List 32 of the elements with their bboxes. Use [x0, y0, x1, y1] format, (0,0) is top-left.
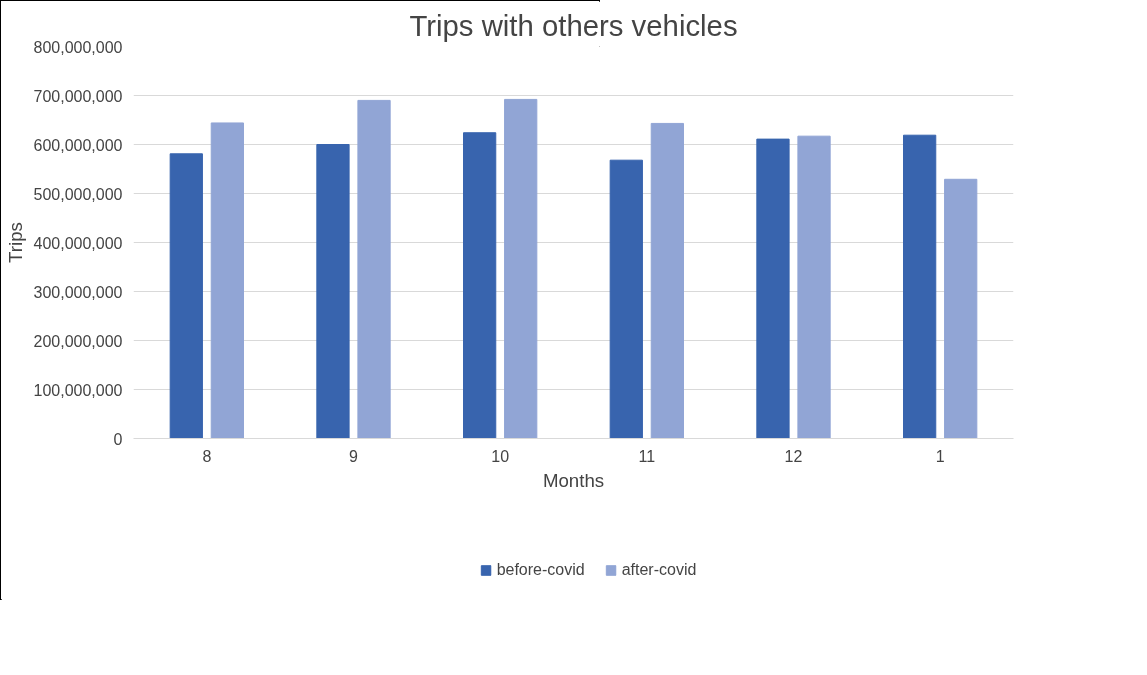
y-tick-label: 0 [113, 430, 123, 448]
y-tick-label: 600,000,000 [33, 136, 123, 154]
bar [944, 178, 978, 439]
y-tick-label: 500,000,000 [33, 185, 123, 203]
bar [169, 153, 203, 439]
bar [463, 132, 497, 439]
y-axis-title: Trips [4, 222, 26, 263]
legend-label: before-covid [496, 560, 585, 579]
x-tick-label: 10 [491, 447, 510, 465]
legend-label: after-covid [621, 560, 697, 579]
x-tick-label: 12 [784, 447, 803, 465]
y-tick-label: 700,000,000 [33, 87, 123, 105]
y-tick-label: 400,000,000 [33, 234, 123, 252]
bar [756, 138, 790, 439]
bar [903, 134, 937, 439]
bar [504, 98, 538, 439]
chart-title: Trips with others vehicles [409, 8, 738, 42]
x-tick-label: 11 [638, 447, 656, 465]
x-tick-label: 9 [349, 447, 359, 465]
y-tick-label: 100,000,000 [33, 381, 123, 399]
bar [316, 144, 350, 439]
y-tick-label: 800,000,000 [33, 38, 123, 56]
bar [357, 99, 391, 439]
x-tick-label: 8 [202, 447, 212, 465]
bar [797, 135, 831, 439]
bar [210, 122, 244, 439]
y-tick-label: 300,000,000 [33, 283, 123, 301]
bar [609, 159, 643, 439]
bar [650, 122, 684, 439]
x-tick-label: 1 [935, 447, 945, 465]
x-axis-title: Months [542, 469, 605, 491]
y-tick-label: 200,000,000 [33, 332, 123, 350]
